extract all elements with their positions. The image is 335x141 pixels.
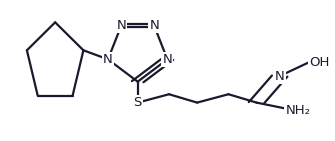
Text: N: N <box>116 19 126 32</box>
Text: NH₂: NH₂ <box>285 104 310 117</box>
Text: S: S <box>134 96 142 109</box>
Text: N: N <box>149 19 159 32</box>
Text: OH: OH <box>309 56 330 69</box>
Text: N: N <box>103 53 113 66</box>
Text: N: N <box>275 70 284 83</box>
Text: N: N <box>162 53 172 66</box>
